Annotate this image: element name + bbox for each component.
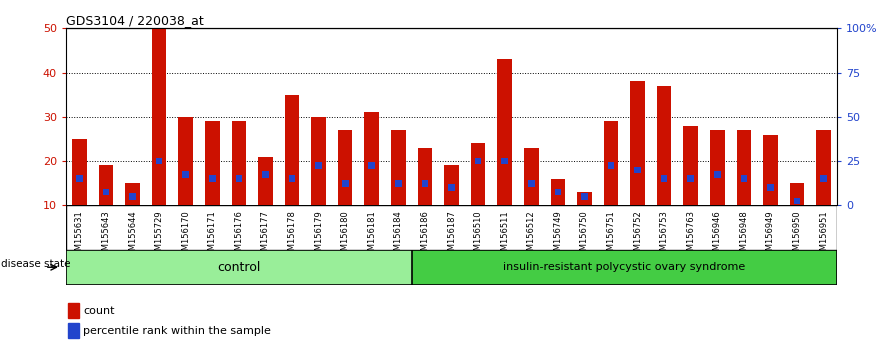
Bar: [368, 162, 375, 169]
Bar: [152, 28, 167, 205]
Bar: [444, 166, 459, 205]
Bar: [99, 166, 114, 205]
Bar: [767, 184, 774, 191]
Bar: [258, 156, 273, 205]
Bar: [737, 130, 751, 205]
Bar: [581, 193, 588, 200]
Bar: [817, 130, 831, 205]
Bar: [789, 183, 804, 205]
Bar: [342, 180, 349, 187]
Bar: [66, 250, 411, 285]
Bar: [311, 117, 326, 205]
Bar: [498, 59, 512, 205]
Bar: [448, 184, 455, 191]
Bar: [285, 95, 300, 205]
Text: count: count: [83, 306, 115, 316]
Bar: [820, 176, 827, 182]
Bar: [470, 143, 485, 205]
Bar: [603, 121, 618, 205]
Bar: [178, 117, 193, 205]
Bar: [289, 176, 295, 182]
Bar: [395, 180, 402, 187]
Bar: [76, 176, 83, 182]
Bar: [528, 180, 535, 187]
Bar: [577, 192, 592, 205]
Bar: [365, 113, 379, 205]
Text: GDS3104 / 220038_at: GDS3104 / 220038_at: [66, 14, 204, 27]
Bar: [315, 162, 322, 169]
Text: disease state: disease state: [2, 259, 70, 269]
Bar: [661, 176, 668, 182]
Bar: [182, 171, 189, 178]
Bar: [263, 171, 269, 178]
Bar: [418, 148, 433, 205]
Bar: [634, 167, 640, 173]
Bar: [554, 189, 561, 195]
Bar: [714, 171, 721, 178]
Bar: [422, 180, 428, 187]
Bar: [209, 176, 216, 182]
Bar: [68, 303, 79, 318]
Bar: [232, 121, 246, 205]
Bar: [411, 250, 837, 285]
Bar: [608, 162, 614, 169]
Bar: [684, 126, 698, 205]
Bar: [794, 198, 801, 204]
Bar: [72, 139, 86, 205]
Bar: [68, 323, 79, 338]
Bar: [710, 130, 725, 205]
Text: insulin-resistant polycystic ovary syndrome: insulin-resistant polycystic ovary syndr…: [503, 262, 745, 272]
Bar: [524, 148, 538, 205]
Bar: [205, 121, 219, 205]
Bar: [630, 81, 645, 205]
Text: percentile rank within the sample: percentile rank within the sample: [83, 326, 271, 336]
Bar: [741, 176, 747, 182]
Bar: [475, 158, 481, 164]
Bar: [687, 176, 694, 182]
Bar: [501, 158, 508, 164]
Bar: [235, 176, 242, 182]
Bar: [391, 130, 405, 205]
Bar: [156, 158, 162, 164]
Bar: [125, 183, 140, 205]
Bar: [130, 193, 136, 200]
Bar: [338, 130, 352, 205]
Bar: [763, 135, 778, 205]
Bar: [657, 86, 671, 205]
Text: control: control: [218, 261, 261, 274]
Bar: [551, 179, 565, 205]
Bar: [102, 189, 109, 195]
